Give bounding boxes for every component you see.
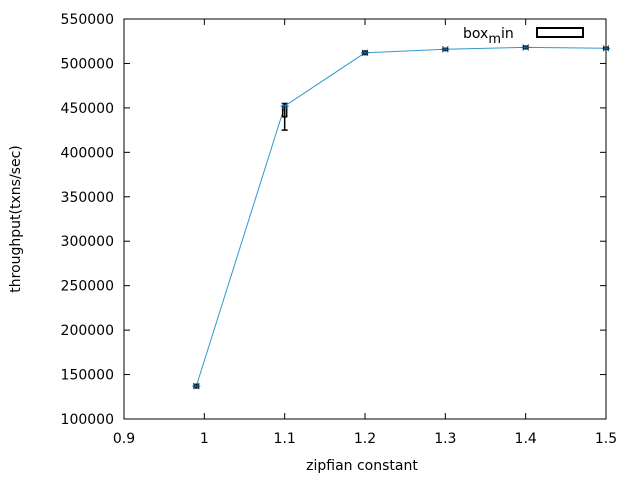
y-tick-label: 550000	[61, 12, 114, 28]
x-tick-label: 1.4	[515, 431, 537, 447]
data-point	[361, 49, 369, 57]
legend-label-sub: m	[488, 32, 501, 47]
marker-layer	[192, 44, 610, 390]
y-tick-label: 100000	[61, 412, 114, 428]
legend: boxmin	[463, 26, 584, 47]
data-point	[280, 102, 289, 110]
legend-label: boxmin	[463, 26, 514, 47]
y-axis-title: throughput(txns/sec)	[8, 145, 24, 292]
y-tick-label: 250000	[61, 279, 114, 295]
x-tick-label: 0.9	[113, 431, 135, 447]
x-tick-label: 1.5	[595, 431, 617, 447]
y-tick-label: 500000	[61, 56, 114, 72]
y-tick-label: 350000	[61, 190, 114, 206]
legend-label-rest: in	[501, 26, 514, 42]
x-tick-label: 1.1	[274, 431, 296, 447]
data-point	[602, 44, 610, 52]
series-line	[195, 46, 607, 387]
y-tick-label: 200000	[61, 323, 114, 339]
box-layer	[193, 45, 609, 389]
data-point	[192, 382, 201, 390]
x-tick-label: 1.3	[434, 431, 456, 447]
data-point	[521, 44, 530, 51]
y-tick-label: 150000	[61, 368, 114, 384]
x-tick-label: 1	[200, 431, 209, 447]
box-plot	[281, 102, 288, 131]
series-layer	[195, 46, 607, 387]
legend-swatch	[536, 27, 584, 38]
tick-labels: 0.9 1 1.1 1.2 1.3 1.4 1.5 100000 150000 200000 250…	[61, 12, 618, 447]
plot-frame	[123, 18, 607, 420]
legend-label-base: box	[463, 26, 488, 42]
y-tick-label: 450000	[61, 101, 114, 117]
ticks	[123, 18, 607, 420]
data-point	[441, 45, 450, 53]
y-tick-label: 400000	[61, 145, 114, 161]
x-axis-title: zipfian constant	[306, 458, 418, 474]
y-tick-label: 300000	[61, 234, 114, 250]
x-tick-label: 1.2	[354, 431, 376, 447]
